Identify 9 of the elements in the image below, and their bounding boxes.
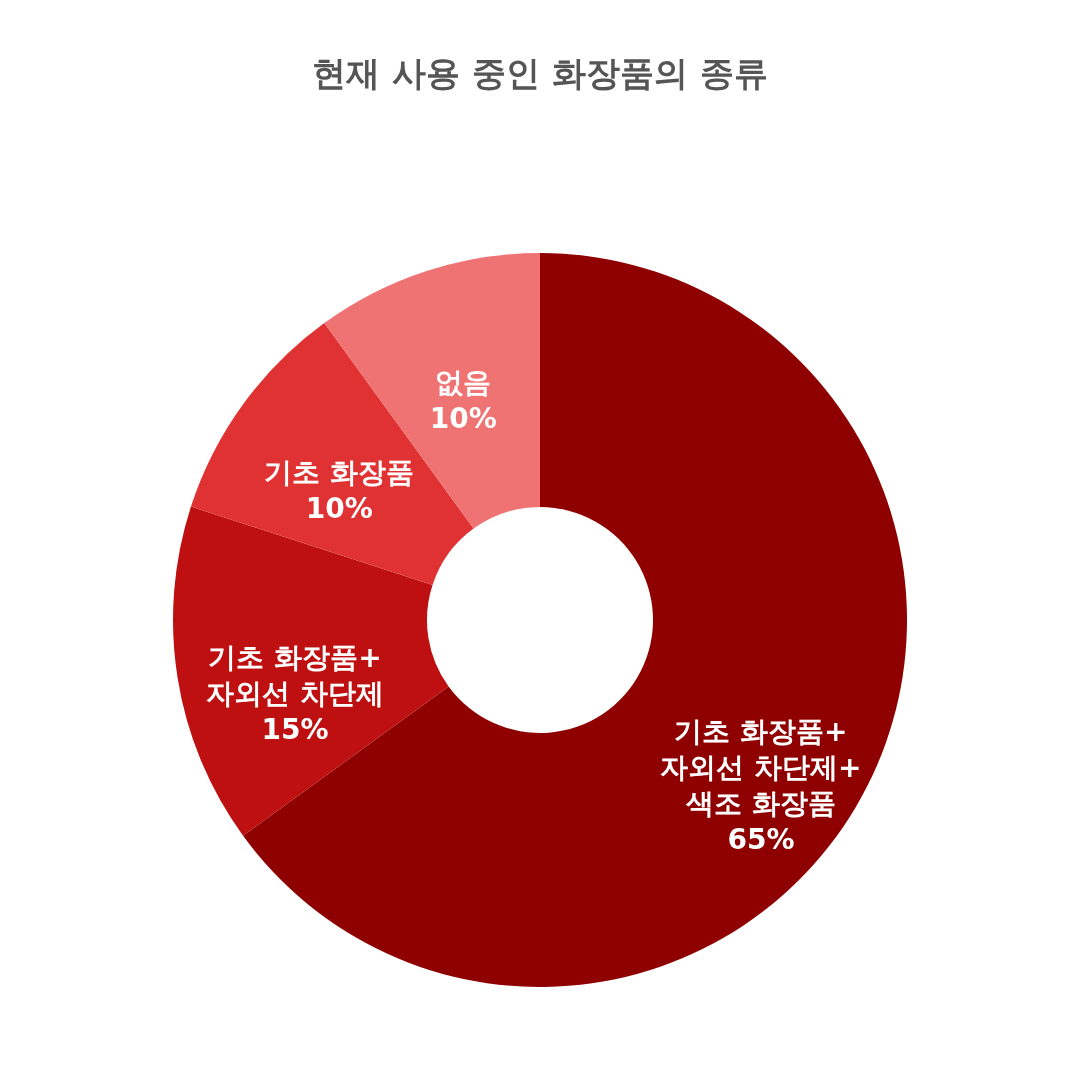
slice-label: 기초 화장품+자외선 차단제+색조 화장품 bbox=[660, 714, 862, 820]
slice-label: 기초 화장품 bbox=[264, 456, 415, 490]
slice-label: 없음 bbox=[435, 366, 492, 400]
data-label: 10% bbox=[429, 402, 497, 436]
data-label: 10% bbox=[305, 492, 373, 526]
slice-label: 기초 화장품+자외선 차단제 bbox=[206, 640, 384, 710]
chart-title: 현재 사용 중인 화장품의 종류 bbox=[312, 53, 768, 93]
data-label: 65% bbox=[727, 822, 795, 856]
data-label: 15% bbox=[261, 712, 329, 746]
